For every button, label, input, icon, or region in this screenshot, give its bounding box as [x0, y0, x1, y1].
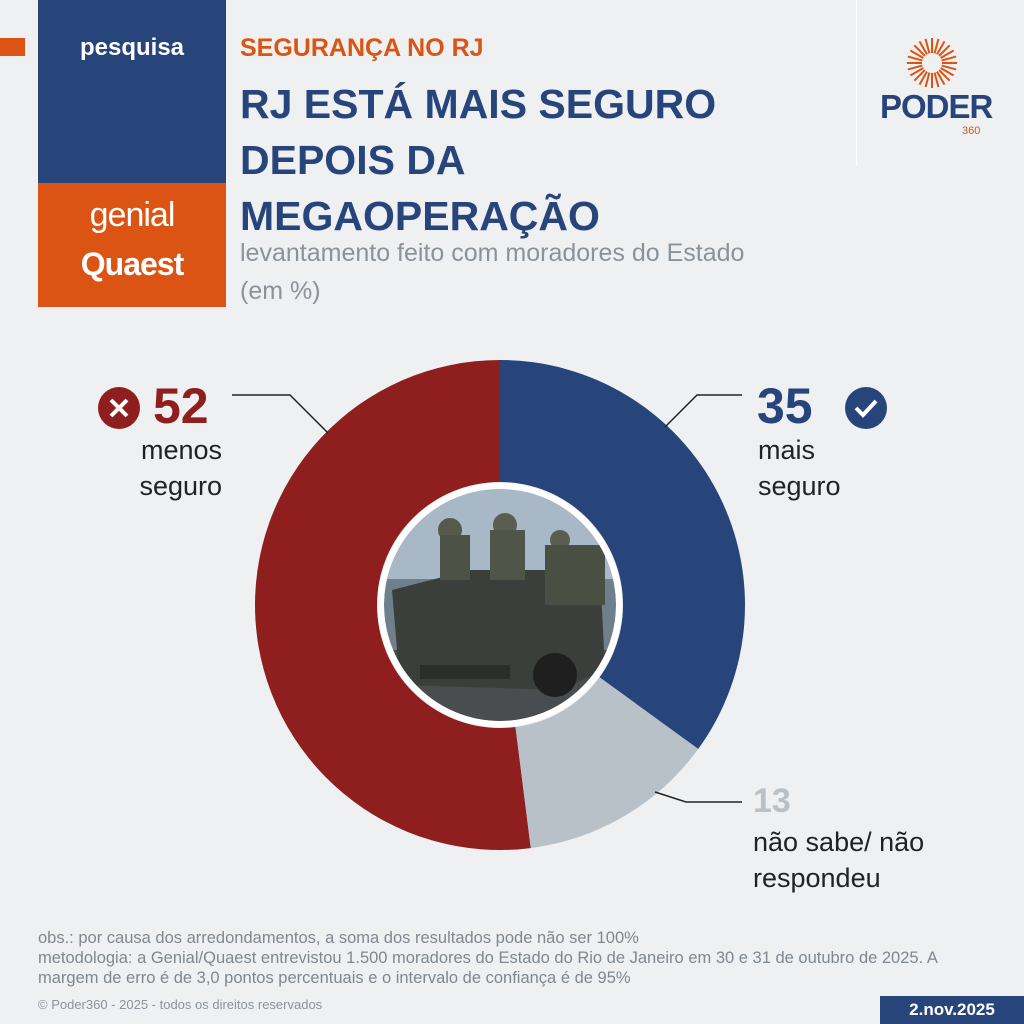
donut-chart: [232, 360, 745, 850]
subtitle: levantamento feito com moradores do Esta…: [240, 239, 745, 305]
value-nao-sabe: 13: [753, 782, 791, 820]
label-nao-sabe-line2: respondeu: [753, 863, 881, 893]
value-menos-seguro: 52: [153, 378, 209, 434]
kicker: SEGURANÇA NO RJ: [240, 34, 484, 62]
sun-logo-icon: [907, 38, 957, 88]
leader-line-nao-sabe: [654, 791, 742, 803]
divider: [856, 0, 857, 166]
page-title: RJ ESTÁ MAIS SEGURO DEPOIS DA MEGAOPERAÇ…: [240, 81, 717, 239]
date-badge: 2.nov.2025: [880, 996, 1024, 1024]
sponsor-logo-genial: genial: [89, 196, 176, 234]
center-photo: [384, 489, 616, 721]
leader-line-menos-seguro: [232, 394, 329, 434]
label-mais-seguro-line2: seguro: [758, 471, 841, 501]
obs-note: obs.: por causa dos arredondamentos, a s…: [38, 929, 639, 947]
poder360-logo-sub: 360: [962, 125, 981, 137]
leader-line-mais-seguro: [664, 394, 742, 428]
x-circle-icon: [98, 387, 140, 429]
poder360-logo: PODER: [880, 88, 993, 125]
section-box: [38, 0, 226, 183]
copyright: © Poder360 - 2025 - todos os direitos re…: [38, 997, 323, 1012]
label-menos-seguro-line2: seguro: [139, 471, 222, 501]
sponsor-box: [38, 183, 226, 307]
label-mais-seguro-line1: mais: [758, 435, 816, 465]
section-label: pesquisa: [79, 34, 185, 61]
footnotes: obs.: por causa dos arredondamentos, a s…: [38, 928, 998, 988]
check-circle-icon: [845, 387, 887, 429]
methodology-note: metodologia: a Genial/Quaest entrevistou…: [38, 949, 937, 987]
accent-tick: [0, 38, 25, 56]
label-menos-seguro-line1: menos: [140, 435, 222, 465]
label-nao-sabe-line1: não sabe/ não: [753, 827, 925, 857]
value-mais-seguro: 35: [757, 378, 813, 434]
sponsor-logo-quaest: Quaest: [80, 246, 184, 282]
donut-slice-mais-seguro: [500, 360, 745, 750]
